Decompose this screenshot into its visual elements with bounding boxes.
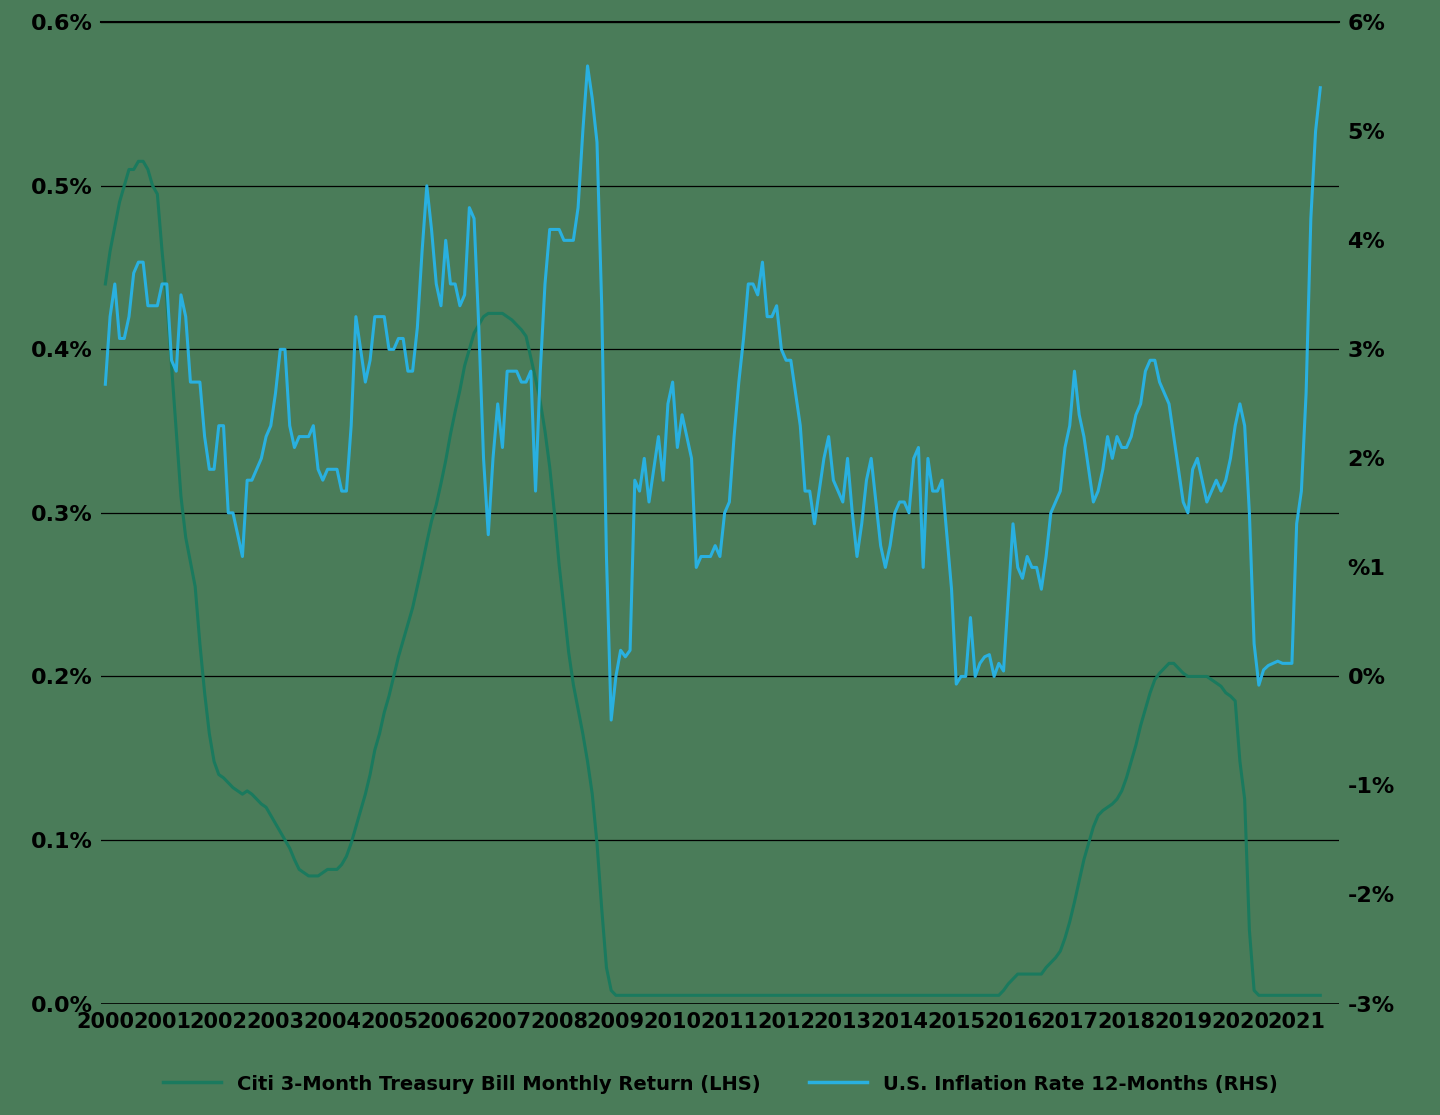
Legend: Citi 3-Month Treasury Bill Monthly Return (LHS), U.S. Inflation Rate 12-Months (: Citi 3-Month Treasury Bill Monthly Retur… [156, 1066, 1284, 1102]
